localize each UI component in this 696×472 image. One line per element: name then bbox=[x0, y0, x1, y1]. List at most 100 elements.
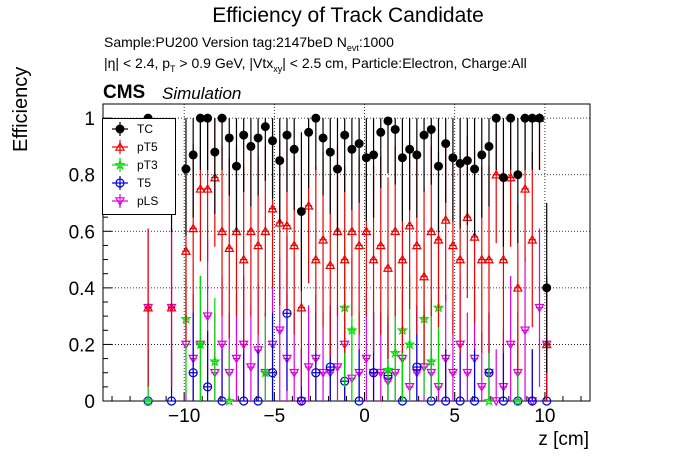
legend-symbol bbox=[114, 159, 126, 170]
data-point bbox=[375, 368, 386, 378]
data-point bbox=[354, 396, 364, 406]
data-point bbox=[448, 153, 458, 163]
data-point bbox=[188, 223, 199, 233]
data-point bbox=[498, 173, 508, 183]
data-point bbox=[259, 366, 272, 378]
data-point bbox=[412, 150, 422, 160]
data-point bbox=[491, 113, 501, 123]
data-point bbox=[311, 368, 321, 378]
nevt-subscript: evt bbox=[346, 42, 359, 53]
data-point bbox=[246, 141, 256, 151]
data-point bbox=[332, 164, 342, 174]
data-point bbox=[441, 396, 451, 406]
data-point bbox=[325, 147, 335, 157]
data-point bbox=[274, 217, 285, 227]
data-point bbox=[304, 127, 314, 137]
data-point bbox=[397, 254, 408, 264]
data-point bbox=[142, 395, 154, 406]
legend-marker bbox=[112, 194, 128, 208]
y-tick-label: 0 bbox=[84, 392, 95, 413]
data-point bbox=[289, 368, 300, 378]
data-point bbox=[239, 396, 249, 406]
legend: TC pT5 pT3 T5 pLS bbox=[102, 118, 176, 215]
y-tick-label: 0.6 bbox=[69, 222, 95, 243]
data-point bbox=[426, 124, 436, 134]
plot-frame bbox=[102, 103, 591, 402]
data-point bbox=[498, 254, 509, 264]
data-point bbox=[289, 240, 300, 250]
x-tick-label: 0 bbox=[359, 406, 370, 427]
data-point bbox=[484, 141, 494, 151]
data-point bbox=[534, 303, 545, 313]
legend-label: TC bbox=[137, 122, 153, 136]
data-point bbox=[376, 127, 386, 137]
data-point bbox=[217, 113, 227, 123]
legend-symbol bbox=[114, 141, 126, 151]
data-point bbox=[253, 346, 264, 356]
data-point bbox=[203, 382, 213, 392]
data-point bbox=[260, 226, 271, 236]
data-point bbox=[483, 395, 495, 406]
data-point bbox=[375, 240, 386, 250]
data-point bbox=[354, 240, 365, 250]
data-point bbox=[166, 302, 177, 312]
data-point bbox=[210, 147, 220, 157]
y-tick-label: 1 bbox=[84, 109, 95, 130]
vtx-subscript: xy bbox=[273, 63, 283, 74]
data-point bbox=[520, 326, 531, 336]
data-point bbox=[260, 122, 270, 132]
data-point bbox=[419, 130, 429, 140]
data-point bbox=[253, 133, 263, 143]
data-point bbox=[412, 362, 422, 372]
legend-label: T5 bbox=[137, 176, 152, 190]
data-point bbox=[403, 338, 416, 350]
data-point bbox=[231, 354, 242, 364]
y-tick-label: 0.8 bbox=[69, 166, 95, 187]
y-tick-label: 0.2 bbox=[69, 335, 95, 356]
data-point bbox=[253, 240, 264, 250]
y-axis-label: Efficiency bbox=[10, 66, 32, 152]
data-point bbox=[419, 271, 430, 281]
data-point bbox=[425, 355, 438, 367]
y-tick-label: 0.4 bbox=[69, 279, 96, 300]
data-point bbox=[469, 396, 480, 406]
data-point bbox=[368, 254, 379, 264]
data-point bbox=[455, 396, 465, 406]
data-point bbox=[520, 183, 531, 193]
cms-label: CMS bbox=[103, 82, 146, 103]
x-tick-label: 10 bbox=[534, 406, 555, 427]
data-point bbox=[209, 355, 221, 367]
legend-item-tc: TC bbox=[103, 121, 175, 137]
data-point bbox=[166, 396, 177, 406]
x-tick-label: −10 bbox=[168, 406, 200, 427]
data-point bbox=[223, 394, 235, 406]
data-point bbox=[253, 396, 263, 406]
data-point bbox=[440, 214, 451, 224]
data-point bbox=[477, 150, 487, 160]
data-point bbox=[303, 363, 314, 373]
data-point bbox=[275, 156, 285, 166]
data-point bbox=[195, 183, 206, 193]
legend-symbol bbox=[115, 178, 125, 188]
data-point bbox=[340, 130, 350, 140]
data-point bbox=[332, 363, 343, 373]
data-point bbox=[361, 226, 372, 236]
data-point bbox=[397, 153, 407, 163]
data-point bbox=[181, 164, 191, 174]
data-point bbox=[203, 113, 213, 123]
data-point bbox=[470, 164, 480, 174]
legend-marker bbox=[112, 122, 128, 136]
chart-title: Efficiency of Track Candidate bbox=[212, 4, 484, 27]
data-point bbox=[389, 346, 401, 358]
data-point bbox=[527, 234, 538, 244]
data-point bbox=[231, 226, 242, 236]
legend-item-pt3: pT3 bbox=[103, 157, 175, 173]
data-point bbox=[346, 226, 357, 236]
data-point bbox=[433, 161, 443, 171]
data-point bbox=[361, 354, 372, 364]
legend-item-pt5: pT5 bbox=[103, 139, 175, 155]
data-point bbox=[180, 245, 191, 255]
data-point bbox=[505, 172, 516, 182]
data-point bbox=[202, 183, 213, 193]
